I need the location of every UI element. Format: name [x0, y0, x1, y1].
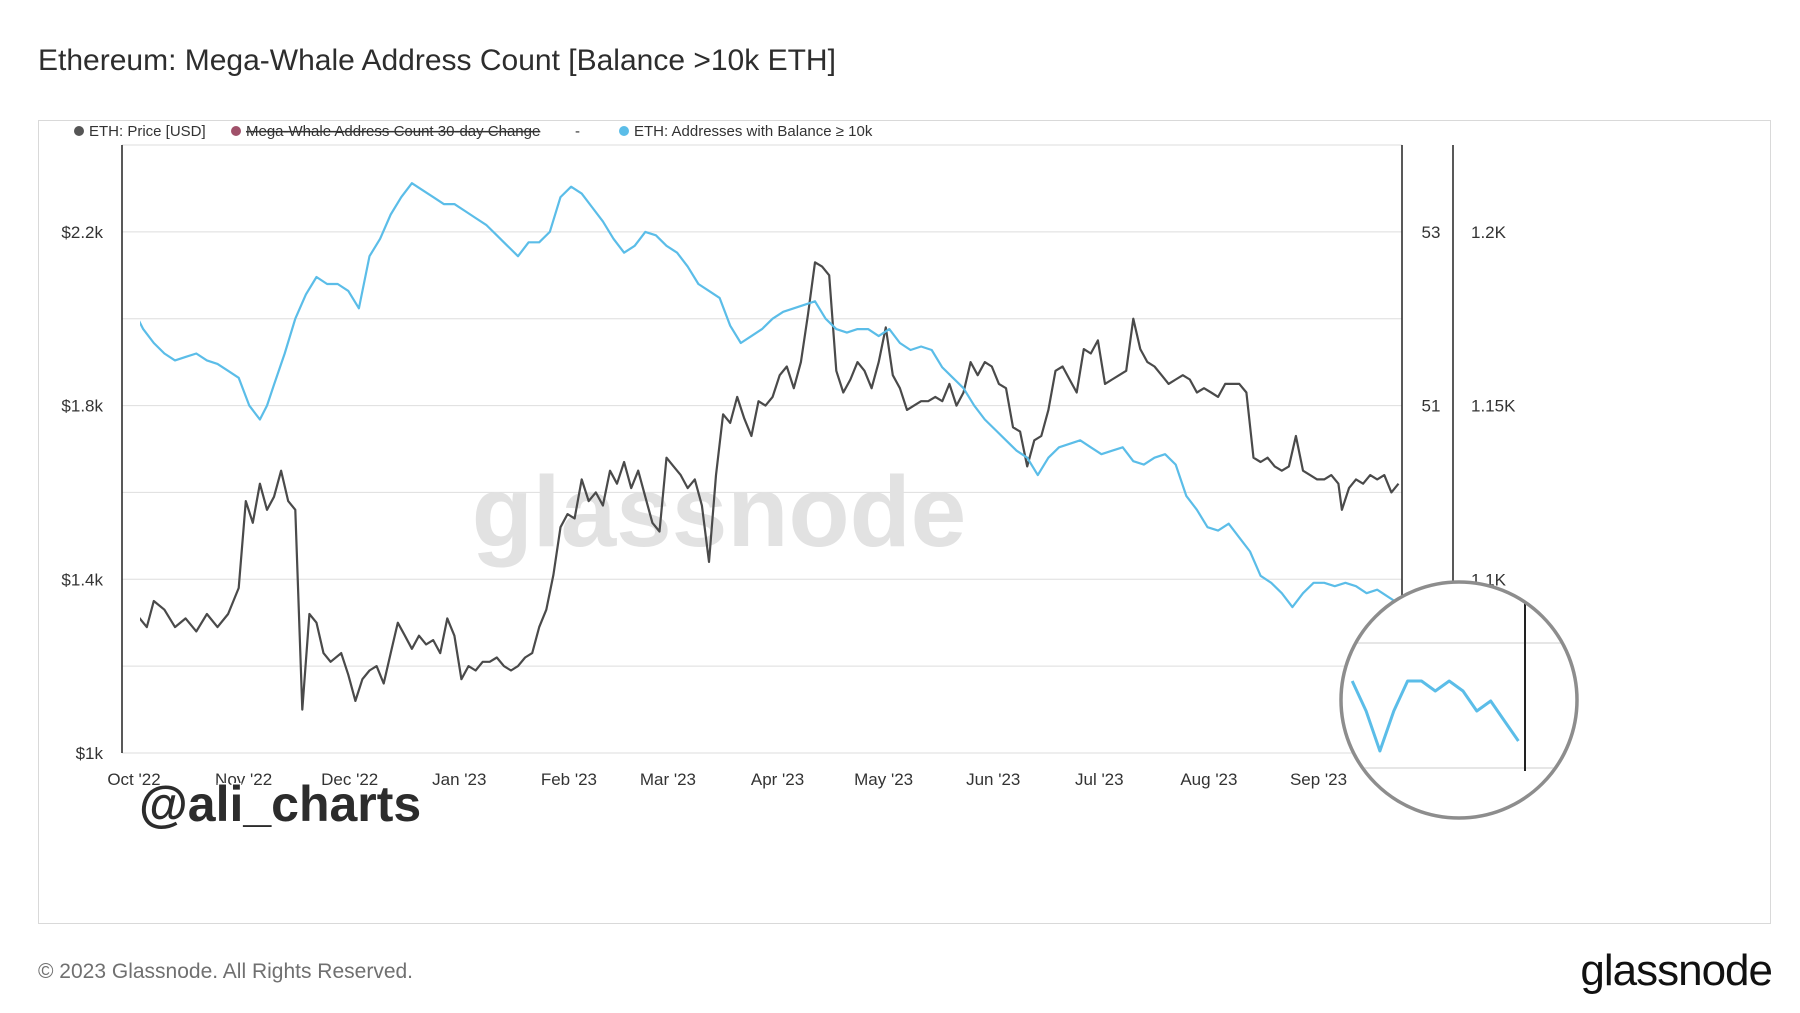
- zoom-whale-line: [1350, 679, 1520, 753]
- legend-label: ETH: Addresses with Balance ≥ 10k: [634, 123, 873, 140]
- x-tick-label: Jan '23: [432, 770, 486, 789]
- x-tick-label: Nov '22: [215, 770, 272, 789]
- x-tick-label: Sep '23: [1290, 770, 1347, 789]
- x-tick-label: Aug '23: [1180, 770, 1237, 789]
- x-tick-label: Jul '23: [1075, 770, 1124, 789]
- copyright-text: © 2023 Glassnode. All Rights Reserved.: [38, 960, 414, 983]
- zoom-inset-ring: [1339, 580, 1579, 820]
- legend-marker: [74, 126, 84, 136]
- series-lines: [140, 182, 1400, 711]
- y-left-tick-label: $1k: [76, 744, 104, 763]
- legend-marker: [619, 126, 629, 136]
- legend-marker: [231, 126, 241, 136]
- price-line: [140, 261, 1400, 711]
- y-left-tick-label: $1.4k: [61, 570, 103, 589]
- legend: ETH: Price [USD] Mega-Whale Address Count…: [74, 123, 873, 140]
- y-left-tick-label: $2.2k: [61, 223, 103, 242]
- y-right-tick-label: 1.15K: [1471, 397, 1516, 416]
- zoom-inset-content: [1341, 582, 1577, 771]
- x-tick-label: Dec '22: [321, 770, 378, 789]
- legend-label: Mega-Whale Address Count 30-day Change: [246, 123, 540, 140]
- x-tick-label: Jun '23: [966, 770, 1020, 789]
- chart-svg: glassnode ETH: Price [USD] Mega-Whale Add…: [61, 123, 1579, 834]
- y-right-tick-label: 1.2K: [1471, 223, 1507, 242]
- page-title: Ethereum: Mega-Whale Address Count [Bala…: [38, 44, 836, 77]
- x-tick-label: Apr '23: [751, 770, 804, 789]
- legend-item: ETH: Price [USD]: [74, 123, 206, 140]
- y-mid-tick-label: 53: [1422, 223, 1441, 242]
- x-tick-label: Mar '23: [640, 770, 696, 789]
- legend-label: -: [575, 123, 580, 140]
- grid-lines: [122, 144, 1402, 754]
- y-mid-tick-label: 51: [1422, 397, 1441, 416]
- legend-item: -: [575, 123, 580, 140]
- zoom-inset: [1339, 580, 1579, 820]
- legend-label: ETH: Price [USD]: [89, 123, 206, 140]
- legend-item: Mega-Whale Address Count 30-day Change: [231, 123, 540, 140]
- x-tick-label: Feb '23: [541, 770, 597, 789]
- whale-count-line: [140, 182, 1400, 609]
- chart-panel: glassnode ETH: Price [USD] Mega-Whale Add…: [38, 120, 1771, 924]
- zoom-inset-background: [1341, 582, 1577, 818]
- x-tick-label: May '23: [854, 770, 913, 789]
- watermark: glassnode: [472, 456, 967, 568]
- legend-item: ETH: Addresses with Balance ≥ 10k: [619, 123, 873, 140]
- x-tick-label: Oct '22: [107, 770, 160, 789]
- glassnode-logo: glassnode: [1580, 946, 1773, 995]
- author-handle: @ali_charts: [139, 776, 421, 832]
- y-left-tick-label: $1.8k: [61, 397, 103, 416]
